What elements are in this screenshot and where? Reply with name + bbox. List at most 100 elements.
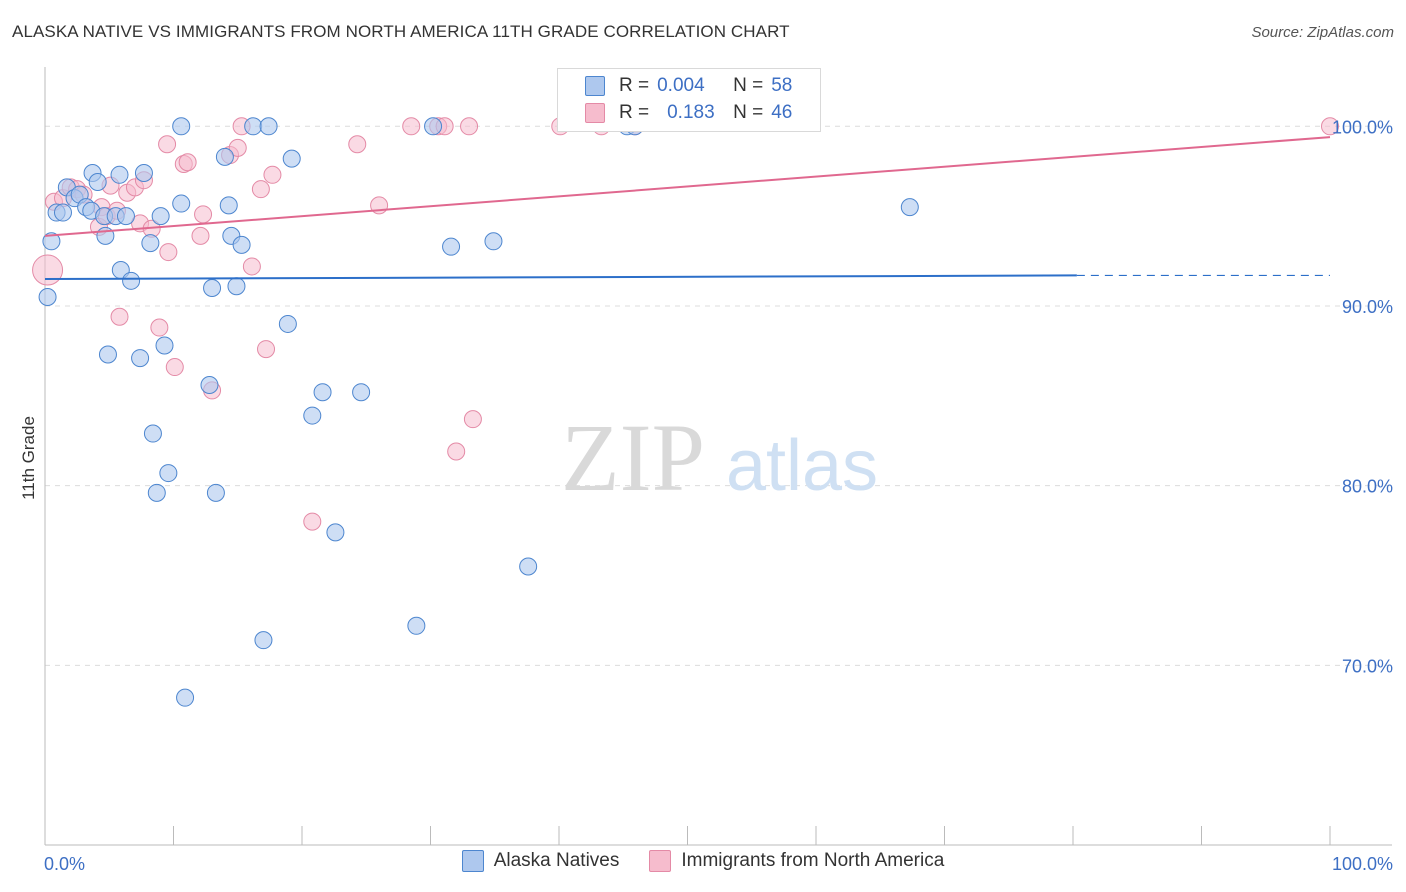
point-immigrants — [463, 410, 482, 429]
point-immigrants — [158, 135, 177, 154]
point-alaska-natives — [519, 557, 538, 576]
point-immigrants — [194, 205, 213, 224]
legend-swatch-blue — [461, 850, 484, 872]
point-alaska-natives — [254, 631, 273, 650]
point-alaska-natives — [151, 207, 170, 226]
point-alaska-natives — [326, 523, 345, 542]
x-tick-label: 100.0% — [1332, 854, 1393, 874]
point-alaska-natives — [244, 117, 263, 136]
y-tick-label: 90.0% — [1342, 297, 1393, 317]
point-alaska-natives — [203, 279, 222, 298]
point-immigrants — [460, 117, 479, 136]
point-immigrants — [228, 138, 247, 157]
point-alaska-natives — [159, 464, 178, 483]
point-alaska-natives — [116, 207, 135, 226]
y-axis-label: 11th Grade — [19, 416, 38, 500]
point-alaska-natives — [122, 271, 141, 290]
legend-r-value: 0.183 — [667, 102, 715, 123]
y-tick-label: 70.0% — [1342, 656, 1393, 676]
point-immigrants — [348, 135, 367, 154]
point-alaska-natives — [352, 383, 371, 402]
legend-item-immigrants[interactable]: Immigrants from North America — [649, 850, 944, 872]
point-alaska-natives — [42, 232, 61, 251]
point-alaska-natives — [219, 196, 238, 215]
legend-n-value: 58 — [771, 75, 793, 96]
legend-r-label: R = — [619, 75, 650, 96]
point-alaska-natives — [484, 232, 503, 251]
legend-n-value: 46 — [771, 102, 793, 123]
point-immigrants — [159, 243, 178, 262]
legend-item-alaska-natives[interactable]: Alaska Natives — [461, 850, 620, 872]
point-alaska-natives — [131, 349, 150, 368]
point-alaska-natives — [172, 194, 191, 213]
chart-title: ALASKA NATIVE VS IMMIGRANTS FROM NORTH A… — [12, 22, 790, 41]
watermark-zip: ZIP — [561, 404, 705, 511]
point-alaska-natives — [900, 198, 919, 217]
point-immigrants — [165, 358, 184, 377]
point-alaska-natives — [98, 345, 117, 364]
point-alaska-natives — [278, 314, 297, 333]
point-alaska-natives — [442, 237, 461, 256]
point-immigrants — [447, 442, 466, 461]
legend-r-value: 0.004 — [657, 75, 705, 96]
series-legend: Alaska Natives Immigrants from North Ame… — [0, 850, 1406, 872]
point-alaska-natives — [206, 483, 225, 502]
legend-r-label: R = — [619, 102, 650, 123]
axes — [44, 67, 1392, 846]
point-alaska-natives — [282, 149, 301, 168]
point-immigrants — [257, 340, 276, 359]
point-alaska-natives — [155, 336, 174, 355]
point-immigrants — [263, 165, 282, 184]
point-immigrants — [150, 318, 169, 337]
point-immigrants — [32, 254, 64, 286]
point-alaska-natives — [232, 235, 251, 254]
watermark: ZIP atlas — [561, 404, 878, 511]
y-tick-label: 80.0% — [1342, 477, 1393, 497]
series-alaska-natives-points — [38, 117, 919, 707]
point-immigrants — [191, 226, 210, 245]
point-alaska-natives — [176, 688, 195, 707]
point-immigrants — [178, 153, 197, 172]
point-immigrants — [402, 117, 421, 136]
legend-n-label: N = — [733, 102, 764, 123]
legend-label-alaska-natives: Alaska Natives — [493, 850, 620, 871]
point-alaska-natives — [227, 277, 246, 296]
grid-lines — [45, 125, 1392, 666]
point-immigrants — [1321, 117, 1339, 136]
legend-n-label: N = — [733, 75, 764, 96]
point-alaska-natives — [313, 383, 332, 402]
legend-row-immigrants: R = 0.183 N = 46 — [558, 100, 792, 126]
point-immigrants — [110, 307, 129, 326]
legend-row-alaska-natives: R = 0.004 N = 58 — [558, 73, 792, 99]
x-tick-labels: 0.0% 100.0% — [44, 854, 1393, 874]
point-alaska-natives — [134, 164, 153, 183]
point-alaska-natives — [303, 406, 322, 425]
legend-swatch-pink — [649, 850, 672, 872]
point-immigrants — [251, 180, 270, 199]
legend-swatch-pink — [585, 103, 605, 123]
point-alaska-natives — [38, 287, 57, 306]
stats-legend: R = 0.004 N = 58 R = 0.183 N = 46 — [557, 68, 821, 132]
trend-line-alaska-natives — [44, 274, 1077, 281]
watermark-atlas: atlas — [726, 426, 878, 506]
legend-swatch-blue — [585, 76, 605, 96]
trend-line-immigrants — [44, 136, 1331, 237]
point-alaska-natives — [147, 483, 166, 502]
y-tick-labels: 70.0% 80.0% 90.0% 100.0% — [1332, 117, 1393, 676]
trend-lines — [44, 136, 1331, 281]
point-alaska-natives — [53, 203, 72, 222]
point-alaska-natives — [200, 376, 219, 395]
point-alaska-natives — [141, 234, 160, 253]
y-tick-label: 100.0% — [1332, 117, 1393, 137]
point-alaska-natives — [215, 147, 234, 166]
point-alaska-natives — [110, 165, 129, 184]
point-alaska-natives — [407, 616, 426, 635]
point-alaska-natives — [259, 117, 278, 136]
source-label: Source: ZipAtlas.com — [1251, 24, 1394, 41]
point-alaska-natives — [424, 117, 443, 136]
point-immigrants — [242, 257, 261, 276]
point-alaska-natives — [143, 424, 162, 443]
point-alaska-natives — [88, 172, 107, 191]
point-alaska-natives — [172, 117, 191, 136]
